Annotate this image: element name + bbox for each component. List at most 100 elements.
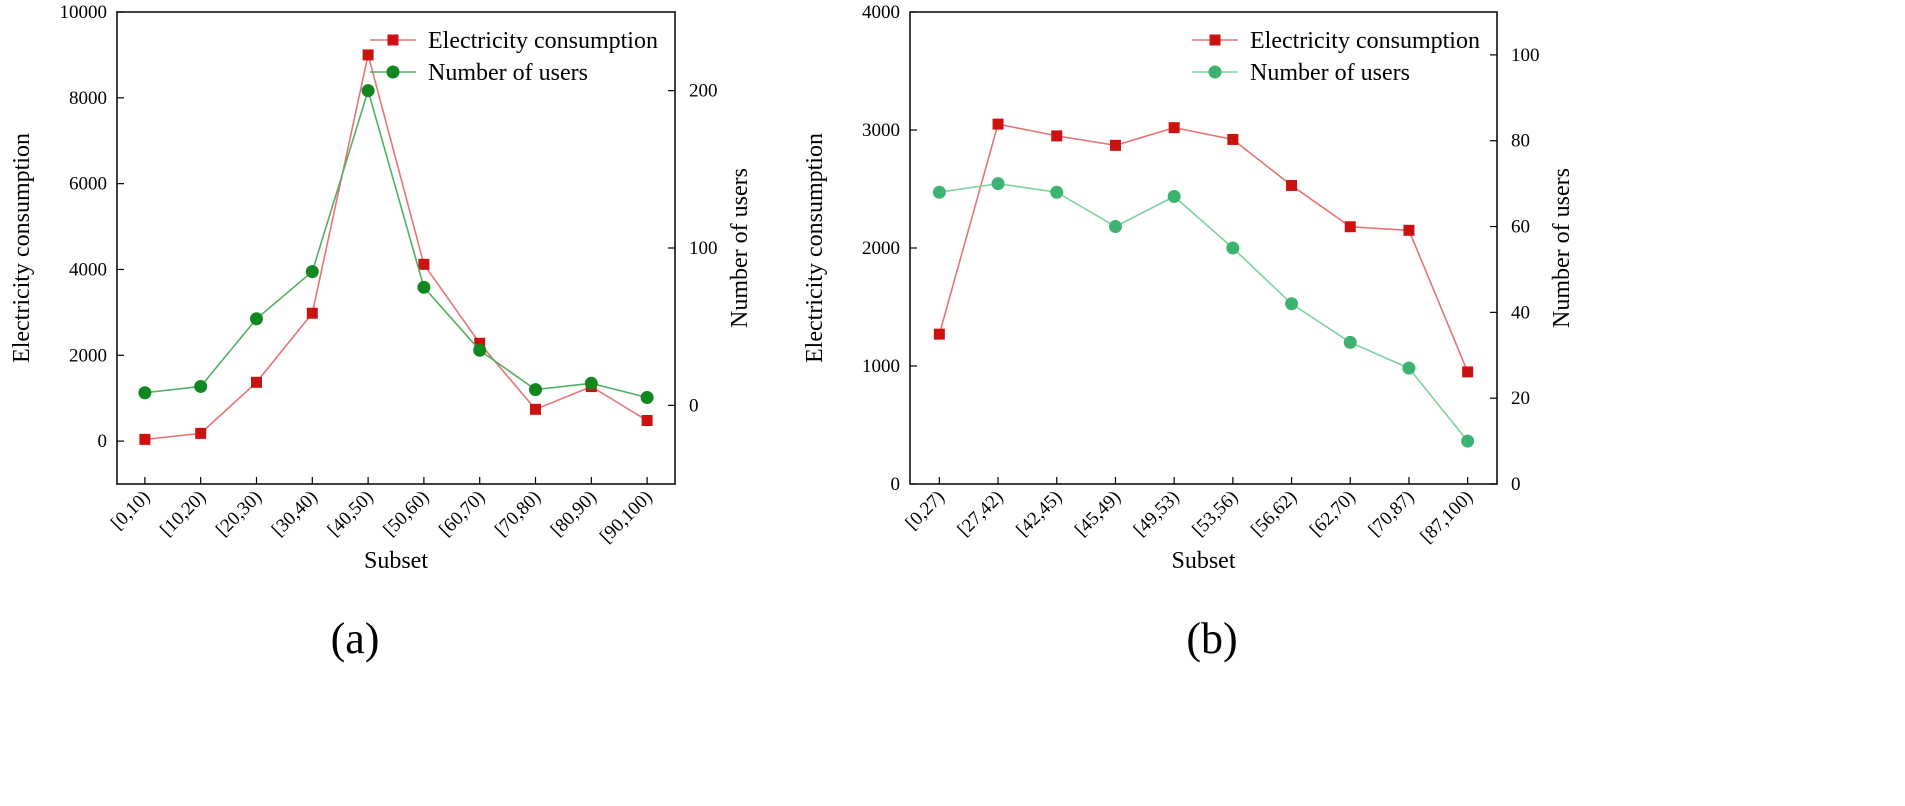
right-y-tick-label: 60 [1511,217,1530,238]
x-tick-label: [42,45) [1012,487,1066,541]
left-y-tick-label: 2000 [862,238,900,259]
right-y-tick-label: 0 [1511,474,1521,495]
data-point-square [1051,130,1063,142]
legend: Electricity consumption Number of users [1192,28,1480,86]
data-point-square [1227,133,1239,145]
left-y-tick-label: 3000 [862,120,900,141]
x-tick-label: [70,80) [491,487,545,541]
data-point-circle [1343,335,1357,349]
data-point-circle [529,383,542,397]
x-tick-label: [30,40) [268,487,322,541]
data-point-circle [1167,190,1181,204]
plot-frame [116,11,676,485]
chart-panel-a: 0 2000 4000 6000 8000 10000 0 100 200 [0,10) [10,2… [9,2,753,574]
data-point-circle [473,343,487,357]
data-point-square [251,376,262,388]
x-tick-label: [10,20) [156,487,210,541]
data-point-square [474,337,486,349]
left-y-axis-title: Electricity consumption [9,133,35,363]
data-point-circle [932,185,946,199]
left-y-tick-label: 0 [98,431,108,452]
right-y-tick-label: 20 [1511,388,1530,409]
legend-marker-circle [1208,65,1222,79]
left-y-axis-title: Electricity consumption [802,133,828,363]
data-point-square [1109,139,1121,151]
x-axis-title: Subset [1171,548,1235,574]
left-y-tick-label: 4000 [862,2,900,23]
series-number-of-users [138,84,654,404]
series-line [938,123,1469,373]
data-point-square [1168,122,1180,134]
series-line [144,87,648,399]
legend-marker-circle [386,65,400,79]
right-y-tick-label: 0 [689,395,699,416]
right-y-tick-label: 80 [1511,131,1530,152]
x-tick-label: [0,10) [107,487,154,534]
chart-panel-b: 0 1000 2000 3000 4000 0 20 40 60 80 100 [0,27) [27,4… [802,2,1575,574]
right-y-axis-title: Number of users [727,168,753,328]
data-point-circle [305,265,319,279]
data-point-circle [250,312,263,326]
x-tick-label: [0,27) [902,487,949,534]
x-tick-label: [56,62) [1247,487,1301,541]
x-tick-label: [27,42) [954,487,1008,541]
data-point-circle [194,379,208,393]
data-point-square [1462,366,1474,378]
right-y-axis-title: Number of users [1549,168,1575,328]
left-y-tick-label: 4000 [69,259,107,280]
x-tick-label: [53,56) [1188,487,1242,541]
data-point-square [641,414,653,426]
legend-entry-label: Electricity consumption [428,28,658,54]
data-point-square [992,118,1004,130]
legend-entry-label: Number of users [1250,60,1410,86]
data-point-square [1344,221,1356,233]
x-tick-label: [62,70) [1306,487,1360,541]
left-y-tick-label: 0 [891,474,901,495]
data-point-circle [361,84,375,98]
data-point-square [1403,224,1415,236]
x-tick-label: [80,90) [547,487,601,541]
data-point-circle [1108,220,1122,234]
panel-label-a: (a) [331,614,380,663]
data-point-circle [1461,434,1475,448]
left-y-tick-label: 1000 [862,356,900,377]
panel-label-b: (b) [1186,614,1237,663]
left-y-tick-label: 8000 [69,88,107,109]
data-point-square [195,427,207,439]
data-point-circle [138,386,152,400]
data-point-circle [991,177,1005,191]
data-point-circle [584,376,598,390]
right-y-tick-label: 100 [689,238,718,259]
x-axis-title: Subset [364,548,428,574]
x-tick-label: [20,30) [212,487,266,541]
right-y-tick-label: 40 [1511,302,1530,323]
data-point-circle [1050,185,1064,199]
x-tick-label: [40,50) [324,487,378,541]
legend-marker-square [387,34,399,46]
data-point-square [1286,179,1298,191]
left-y-tick-label: 2000 [69,345,107,366]
series-line [939,182,1469,442]
x-tick-label: [45,49) [1071,487,1125,541]
left-y-tick-label: 6000 [69,174,107,195]
data-point-square [306,307,318,319]
legend: Electricity consumption Number of users [370,28,658,86]
data-point-square [933,328,945,340]
data-point-circle [1226,241,1240,255]
legend-entry-label: Electricity consumption [1250,28,1480,54]
right-y-tick-label: 100 [1511,45,1540,66]
data-point-square [362,49,374,61]
x-tick-label: [90,100) [596,487,657,548]
x-tick-label: [50,60) [379,487,433,541]
right-y-tick-label: 200 [689,81,718,102]
x-tick-label: [70,87) [1364,487,1418,541]
data-point-square [530,403,541,415]
left-y-tick-label: 10000 [60,2,108,23]
x-tick-label: [60,70) [435,487,489,541]
x-tick-label: [87,100) [1416,487,1477,548]
data-point-square [139,433,151,445]
data-point-circle [417,280,431,294]
data-point-circle [1285,297,1299,311]
data-point-circle [1402,361,1416,375]
